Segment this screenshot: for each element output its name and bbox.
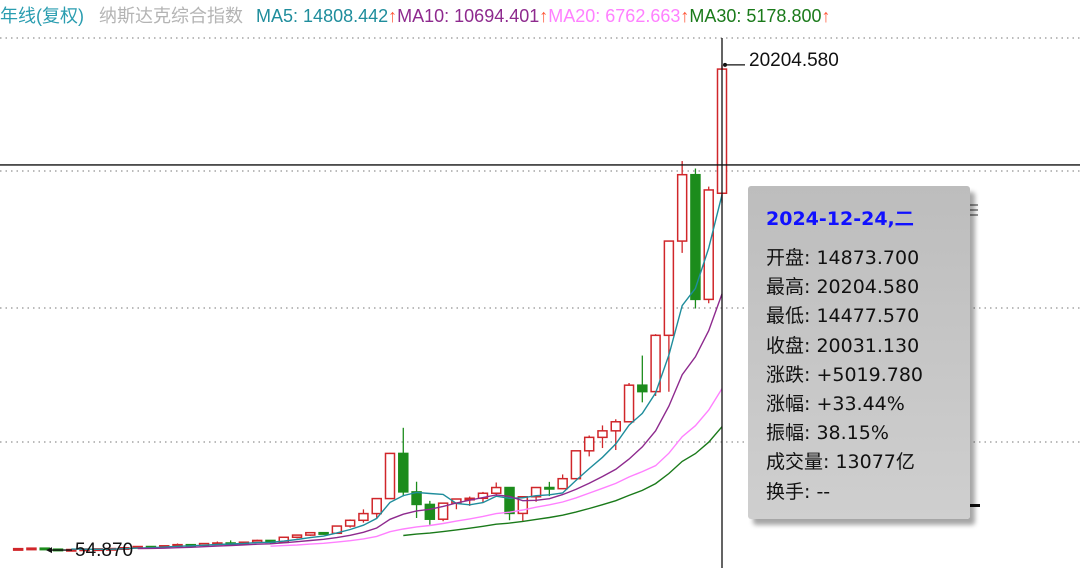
candle-body <box>517 496 529 515</box>
tooltip-row: 开盘: 14873.700 <box>766 247 920 269</box>
candle-body <box>637 384 648 393</box>
candle-body <box>305 531 316 536</box>
tooltip-row: 最高: 20204.580 <box>766 276 920 299</box>
candle-body <box>384 452 396 500</box>
candle-body <box>26 547 37 551</box>
candle-body <box>437 502 449 520</box>
candle-body <box>557 477 568 490</box>
max-price-dot <box>723 62 727 67</box>
candle-body <box>690 173 701 301</box>
candle-body <box>490 486 502 494</box>
up-arrow-icon: ↑ <box>821 6 831 26</box>
candle-body <box>703 189 714 301</box>
tooltip-row: 收盘: 20031.130 <box>766 334 920 357</box>
candle-body <box>371 497 382 515</box>
ma-legend-item: MA30: 5178.800 <box>689 6 822 26</box>
candle-body <box>583 436 595 452</box>
ma-legend-item: MA10: 10694.401 <box>397 6 540 26</box>
candle-body <box>398 452 409 493</box>
ma-legend-item: MA20: 6762.663 <box>548 6 681 26</box>
candle-body <box>344 519 356 527</box>
tooltip-row: 涨幅: +33.44% <box>766 393 905 416</box>
candle-body <box>663 240 675 337</box>
tooltip-row: 振幅: 38.15% <box>766 422 889 445</box>
min-arrow-icon <box>46 547 52 554</box>
tooltip-date: 2024-12-24,二 <box>766 208 914 230</box>
period-label: 年线(复权) <box>0 6 84 26</box>
candle-body <box>291 534 303 539</box>
candle-body <box>610 421 622 432</box>
tooltip-row: 换手: -- <box>766 480 831 503</box>
ma5-line <box>71 194 723 551</box>
candle-body <box>424 503 436 520</box>
candle-info-tooltip: 2024-12-24,二 开盘: 14873.700 最高: 20204.580 最… <box>748 186 970 519</box>
tooltip-row: 成交量: 13077亿 <box>766 451 915 474</box>
candle-body <box>676 173 688 242</box>
up-arrow-icon: ↑ <box>539 6 549 26</box>
ma10-line <box>137 293 723 550</box>
ma-legend: MA5: 14808.442↑MA10: 10694.401↑MA20: 676… <box>256 6 830 26</box>
candle-body <box>530 486 542 498</box>
ma30-line <box>403 426 723 537</box>
candle-body <box>570 450 582 480</box>
min-price-label: 54.870 <box>75 540 134 561</box>
candle-body <box>12 547 24 551</box>
up-arrow-icon: ↑ <box>388 6 398 26</box>
candle-body <box>477 492 489 500</box>
candle-body <box>597 430 608 439</box>
candle-body <box>544 486 555 490</box>
chart-header: 年线(复权) 纳斯达克综合指数 MA5: 14808.442↑MA10: 106… <box>0 4 830 28</box>
ma20-line <box>270 388 723 547</box>
hidden-panel-edge <box>966 204 980 507</box>
candle-body <box>623 384 635 423</box>
max-price-label: 20204.580 <box>749 50 839 71</box>
up-arrow-icon: ↑ <box>680 6 690 26</box>
candle-body <box>358 512 369 522</box>
candle-body <box>504 486 515 515</box>
ma-legend-item: MA5: 14808.442 <box>256 6 389 26</box>
index-name: 纳斯达克综合指数 <box>99 6 244 26</box>
tooltip-row: 最低: 14477.570 <box>766 305 920 328</box>
candle-body <box>318 531 329 535</box>
tooltip-row: 涨跌: +5019.780 <box>766 363 924 386</box>
